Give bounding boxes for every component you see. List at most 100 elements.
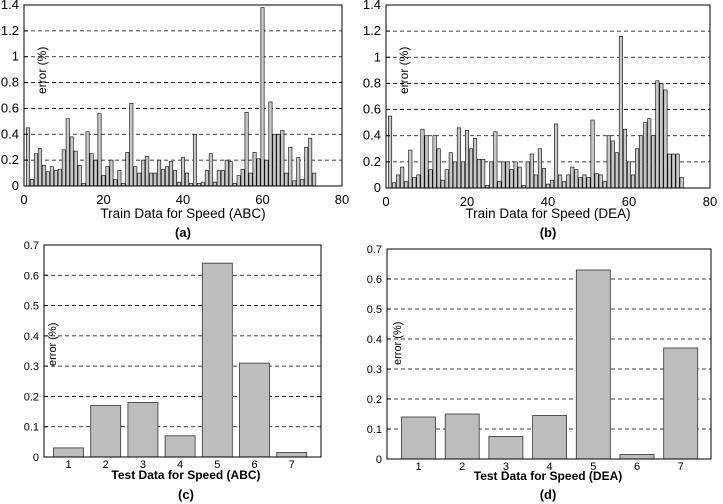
bar — [489, 161, 494, 189]
bar — [296, 157, 301, 187]
chart-panel-d: 0 0.1 0.2 0.3 0.4 0.5 0.6 0.7 1 2 3 4 5 6 7 error (%)… — [367, 244, 712, 502]
bar — [33, 153, 38, 187]
x-tick-label: 0 — [382, 194, 389, 209]
bar — [224, 159, 229, 187]
bar — [157, 159, 162, 187]
bar — [428, 169, 433, 189]
y-tick-label: 1.2 — [363, 23, 381, 38]
bar — [497, 181, 502, 189]
bar — [93, 159, 98, 187]
bar — [566, 174, 571, 189]
y-tick-label: 0.5 — [367, 304, 382, 316]
bar — [248, 172, 253, 187]
plot-frame-c — [43, 244, 322, 458]
x-tick-label: 6 — [251, 459, 257, 471]
bar — [586, 177, 591, 189]
plot-frame-a — [23, 4, 343, 187]
bar — [388, 115, 393, 189]
x-tick-label: 20 — [96, 192, 110, 207]
x-tick-label: 7 — [678, 461, 684, 473]
bar — [133, 166, 138, 187]
bar — [260, 7, 265, 187]
x-tick-label: 20 — [460, 194, 474, 209]
caption-a: (a) — [175, 225, 191, 240]
x-tick-label: 80 — [703, 194, 717, 209]
bar — [477, 158, 482, 189]
y-tick-label: 0.2 — [24, 391, 39, 403]
bar — [440, 179, 445, 189]
x-tick-label: 4 — [547, 461, 553, 473]
bar — [554, 123, 559, 189]
bar — [239, 362, 270, 458]
y-tick-label: 0.5 — [24, 301, 39, 313]
bar — [192, 133, 197, 187]
bar — [45, 171, 50, 187]
bar — [460, 161, 465, 189]
y-tick-label: 0.4 — [363, 128, 381, 143]
x-tick-label: 5 — [214, 459, 220, 471]
bar — [90, 405, 122, 458]
bar — [53, 447, 84, 458]
x-tick-label: 1 — [65, 459, 71, 471]
y-tick-label: 0 — [33, 452, 39, 464]
bar — [404, 181, 409, 189]
bar — [53, 170, 58, 187]
bar — [456, 127, 461, 189]
bar — [517, 166, 522, 189]
chart-panel-b: 0 0.2 0.4 0.6 0.8 1 1.2 1.4 0 20 40 60 80 error (%)… — [363, 0, 717, 240]
bar — [200, 181, 205, 187]
x-axis-label-d: Test Data for Speed (DEA) — [474, 469, 622, 483]
x-tick-label: 3 — [140, 459, 146, 471]
bar — [228, 161, 233, 187]
x-tick-label: 40 — [176, 192, 190, 207]
x-tick-label: 60 — [622, 194, 636, 209]
bar — [513, 161, 518, 189]
bar — [125, 152, 130, 187]
plot-frame-b — [385, 4, 711, 189]
x-tick-label: 1 — [415, 461, 421, 473]
x-tick-label: 3 — [503, 461, 509, 473]
bar — [264, 159, 269, 187]
bar — [598, 174, 603, 189]
y-tick-label: 0 — [12, 178, 19, 193]
bar — [181, 157, 185, 187]
x-ticks-b: 0 20 40 60 80 — [382, 194, 717, 209]
x-tick-label: 0 — [20, 192, 27, 207]
bar — [606, 135, 611, 189]
bar — [631, 174, 636, 189]
bar — [185, 172, 189, 187]
x-ticks-d: 1 2 3 4 5 6 7 — [415, 461, 683, 473]
bar — [276, 452, 308, 458]
y-tick-label: 0.8 — [1, 75, 19, 90]
x-tick-label: 2 — [459, 461, 465, 473]
bar — [610, 140, 615, 189]
bar — [164, 435, 196, 458]
bar — [647, 118, 652, 189]
bar — [396, 174, 401, 189]
x-axis-label-c: Test Data for Speed (ABC) — [111, 468, 260, 482]
y-tick-label: 1 — [374, 49, 381, 64]
plot-frame-d — [386, 248, 712, 460]
bar — [509, 169, 514, 189]
y-tick-label: 0.4 — [367, 334, 382, 346]
bar — [129, 102, 134, 187]
bar — [161, 168, 166, 187]
bar — [145, 155, 150, 187]
bar — [26, 127, 30, 187]
bar — [659, 83, 664, 189]
bar — [622, 128, 627, 189]
bar — [304, 146, 309, 187]
bar — [220, 170, 225, 187]
bar — [675, 153, 680, 189]
bar — [529, 153, 534, 189]
y-tick-label: 0.6 — [24, 270, 39, 282]
bar — [89, 153, 94, 187]
y-ticks-c: 0 0.1 0.2 0.3 0.4 0.5 0.6 0.7 — [24, 240, 48, 464]
bar — [149, 172, 154, 187]
bar — [69, 136, 74, 187]
bar — [29, 179, 34, 187]
y-tick-label: 0.6 — [367, 274, 382, 286]
bar — [204, 170, 209, 187]
caption-b: (b) — [540, 225, 557, 240]
